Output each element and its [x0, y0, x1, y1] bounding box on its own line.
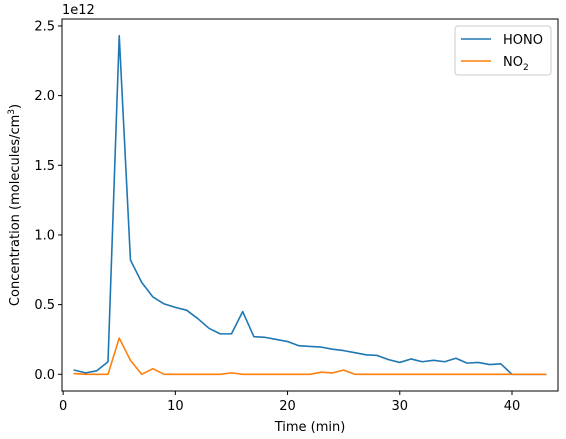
y-tick-label: 2.0 [34, 89, 55, 104]
y-axis-label-main: Concentration (molecules/cm [8, 115, 23, 306]
x-tick-label: 20 [279, 399, 296, 414]
legend-label-hono: HONO [503, 33, 543, 48]
series-layer [73, 34, 547, 376]
series-line-no2 [73, 337, 547, 376]
legend-label-no2-subscript: 2 [523, 63, 529, 73]
legend: HONO NO2 [454, 25, 552, 76]
y-tick-label: 2.5 [34, 19, 55, 34]
y-axis-label: Concentration (molecules/cm3) [7, 104, 23, 306]
y-tick-label: 0.0 [34, 368, 55, 383]
series-line-hono [73, 34, 547, 376]
y-axis-label-superscript: 3 [7, 109, 17, 115]
plot-background [62, 19, 558, 391]
y-tick-label: 1.5 [34, 159, 55, 174]
x-axis-ticks: 0 10 20 30 40 [59, 391, 520, 414]
x-tick-label: 10 [167, 399, 184, 414]
legend-label-no2: NO2 [503, 55, 529, 73]
y-axis-label-close: ) [8, 104, 23, 109]
y-tick-label: 1.0 [34, 228, 55, 243]
y-axis-ticks: 0.0 0.5 1.0 1.5 2.0 2.5 [34, 19, 62, 383]
y-tick-label: 0.5 [34, 298, 55, 313]
x-axis-label: Time (min) [274, 420, 346, 435]
x-tick-label: 30 [392, 399, 409, 414]
x-tick-label: 0 [59, 399, 67, 414]
plot-frame [61, 18, 559, 392]
legend-label-no2-main: NO [503, 55, 523, 70]
x-tick-label: 40 [504, 399, 521, 414]
y-offset-text: 1e12 [62, 3, 95, 18]
